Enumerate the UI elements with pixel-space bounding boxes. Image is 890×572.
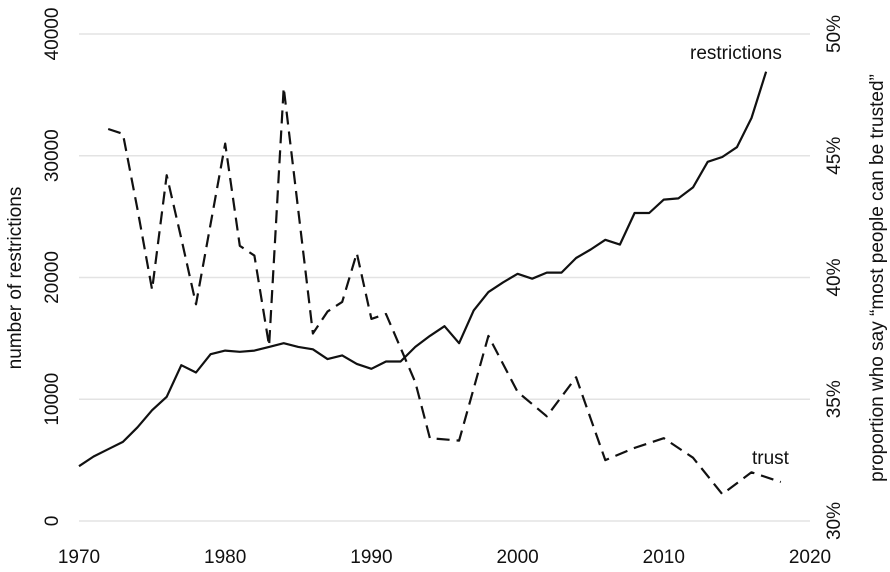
left-axis-title: number of restrictions [5,187,26,370]
trust-line [107,86,782,496]
x-tick-label: 1970 [58,547,100,568]
x-tick-label: 2000 [496,547,538,568]
right-y-tick-label: 45% [824,137,845,175]
left-y-tick-label: 20000 [42,251,63,304]
restrictions-line [78,71,768,468]
x-tick-label: 1980 [204,547,246,568]
restrictions-annotation: restrictions [690,43,782,64]
right-y-tick-label: 35% [824,380,845,418]
left-y-tick-label: 40000 [42,8,63,61]
right-axis-title: proportion who say “most people can be t… [867,74,888,482]
x-tick-label: 1990 [350,547,392,568]
x-axis-tick-labels: 1970 1980 1990 2000 2010 2020 [58,547,831,568]
left-y-tick-label: 30000 [42,129,63,182]
left-axis-tick-labels: 0 10000 20000 30000 40000 [42,8,63,527]
x-tick-label: 2010 [643,547,685,568]
left-y-tick-label: 10000 [42,373,63,426]
right-y-tick-label: 50% [824,15,845,53]
series-lines [78,71,782,496]
right-axis-tick-labels: 30% 35% 40% 45% 50% [824,15,845,540]
right-y-tick-label: 40% [824,258,845,296]
left-y-tick-label: 0 [42,516,63,527]
gridlines [79,33,810,522]
x-tick-label: 2020 [789,547,831,568]
right-y-tick-label: 30% [824,502,845,540]
trust-annotation: trust [752,448,790,469]
